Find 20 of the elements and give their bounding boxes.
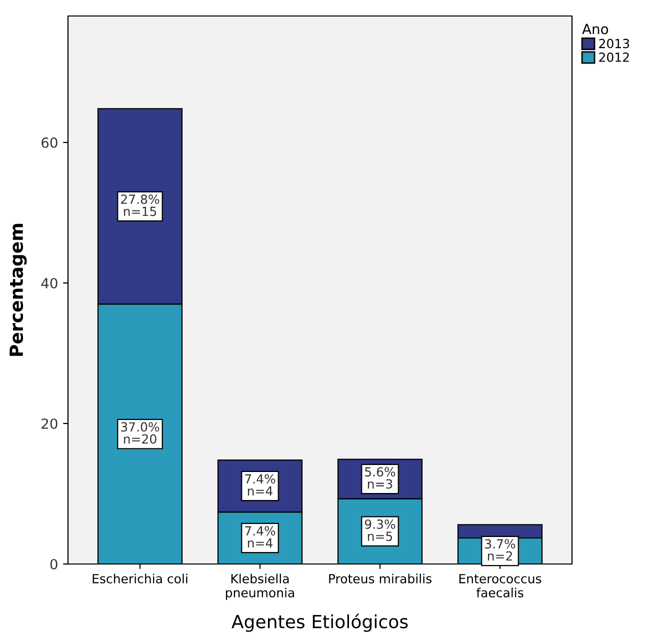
y-tick-label: 40 <box>41 278 58 288</box>
x-tick-label: Enterococcus faecalis <box>459 574 542 598</box>
data-label: 7.4% n=4 <box>245 474 276 496</box>
x-axis-title: Agentes Etiológicos <box>232 614 408 632</box>
legend-label: 2013 <box>599 38 630 48</box>
y-axis-title: Percentagem <box>10 224 27 356</box>
data-label: 37.0% n=20 <box>121 422 160 444</box>
legend-label: 2012 <box>599 52 629 62</box>
data-label: 27.8% n=15 <box>121 194 160 216</box>
x-tick-label: Proteus mirabilis <box>329 574 432 584</box>
data-label: 5.6% n=3 <box>365 467 396 489</box>
legend-title: Ano <box>582 24 608 34</box>
y-tick-label: 0 <box>50 558 58 570</box>
data-label: 7.4% n=4 <box>245 526 276 548</box>
data-label: 9.3% n=5 <box>364 519 396 542</box>
y-tick-label: 60 <box>42 137 58 148</box>
x-tick-label: Klebsiella pneumonia <box>226 574 294 600</box>
y-tick-label: 20 <box>42 418 58 429</box>
x-tick-label: Escherichia coli <box>92 574 188 584</box>
data-label: 3.7% n=2 <box>485 539 516 560</box>
